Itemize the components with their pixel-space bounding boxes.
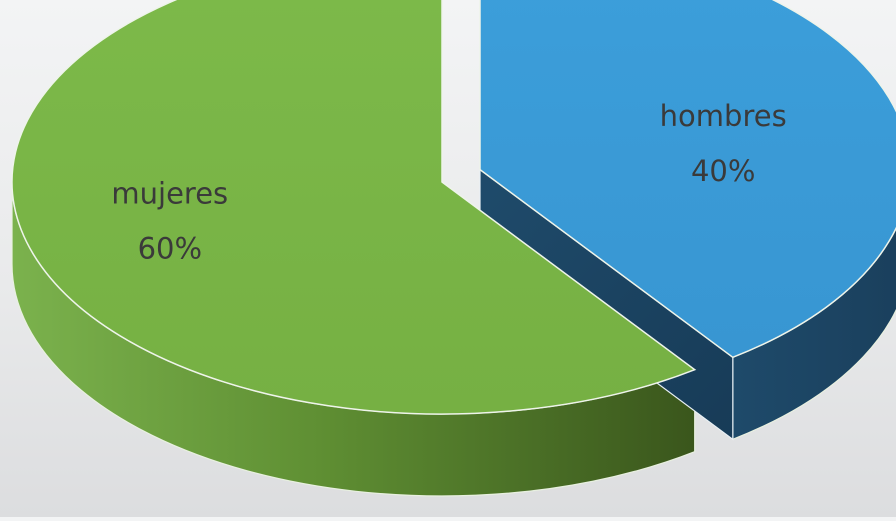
slice-value-mujeres: 60% <box>138 232 202 266</box>
pie-slice-mujeres <box>11 0 697 415</box>
slice-label-hombres: hombres <box>660 99 787 133</box>
slice-label-mujeres: mujeres <box>111 177 228 211</box>
slice-value-hombres: 40% <box>691 154 755 188</box>
pie-slice-hombres <box>479 0 896 359</box>
